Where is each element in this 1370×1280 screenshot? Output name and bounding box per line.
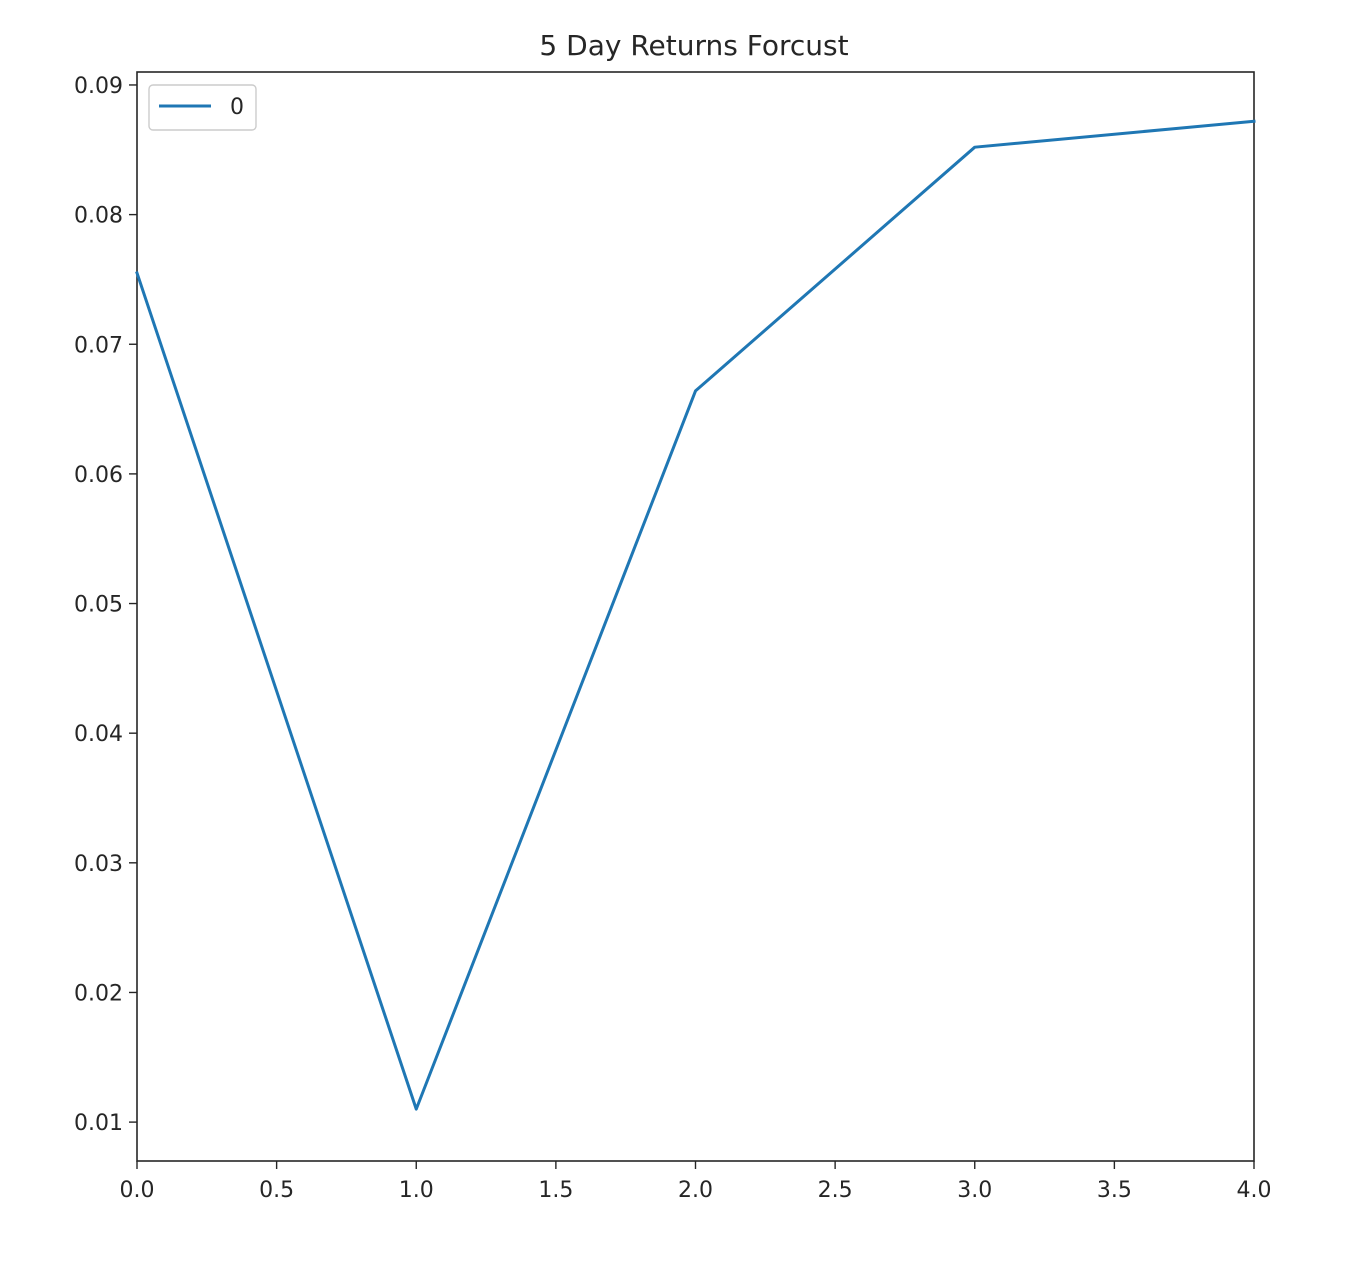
- y-tick-label: 0.02: [74, 981, 123, 1006]
- series-layer: [135, 119, 1256, 1111]
- y-tick-label: 0.09: [74, 74, 123, 99]
- y-tick-label: 0.05: [74, 593, 123, 618]
- x-tick-label: 2.0: [678, 1178, 713, 1203]
- y-tick-label: 0.04: [74, 722, 123, 747]
- y-tick-label: 0.07: [74, 333, 123, 358]
- legend[interactable]: 0: [148, 84, 257, 131]
- y-axis: 0.01 0.02 0.03 0.04 0.05 0.06 0.07 0.08 0.09: [74, 74, 137, 1136]
- chart-title: 5 Day Returns Forcust: [539, 29, 848, 62]
- legend-label: 0: [230, 95, 244, 120]
- plot-area: [136, 71, 1255, 1162]
- x-tick-label: 1.0: [399, 1178, 434, 1203]
- x-tick-label: 3.5: [1097, 1178, 1132, 1203]
- series-line-0: [135, 119, 1256, 1111]
- x-tick-label: 3.0: [957, 1178, 992, 1203]
- x-tick-label: 4.0: [1237, 1178, 1272, 1203]
- y-tick-label: 0.01: [74, 1111, 123, 1136]
- y-tick-label: 0.08: [74, 204, 123, 229]
- plot-frame: [136, 71, 1255, 1162]
- x-tick-label: 0.0: [120, 1178, 155, 1203]
- x-axis: 0.0 0.5 1.0 1.5 2.0 2.5 3.0 3.5 4.0: [120, 1161, 1272, 1203]
- x-tick-label: 0.5: [259, 1178, 294, 1203]
- x-tick-label: 1.5: [538, 1178, 573, 1203]
- x-tick-label: 2.5: [818, 1178, 853, 1203]
- y-tick-label: 0.03: [74, 852, 123, 877]
- y-tick-label: 0.06: [74, 463, 123, 488]
